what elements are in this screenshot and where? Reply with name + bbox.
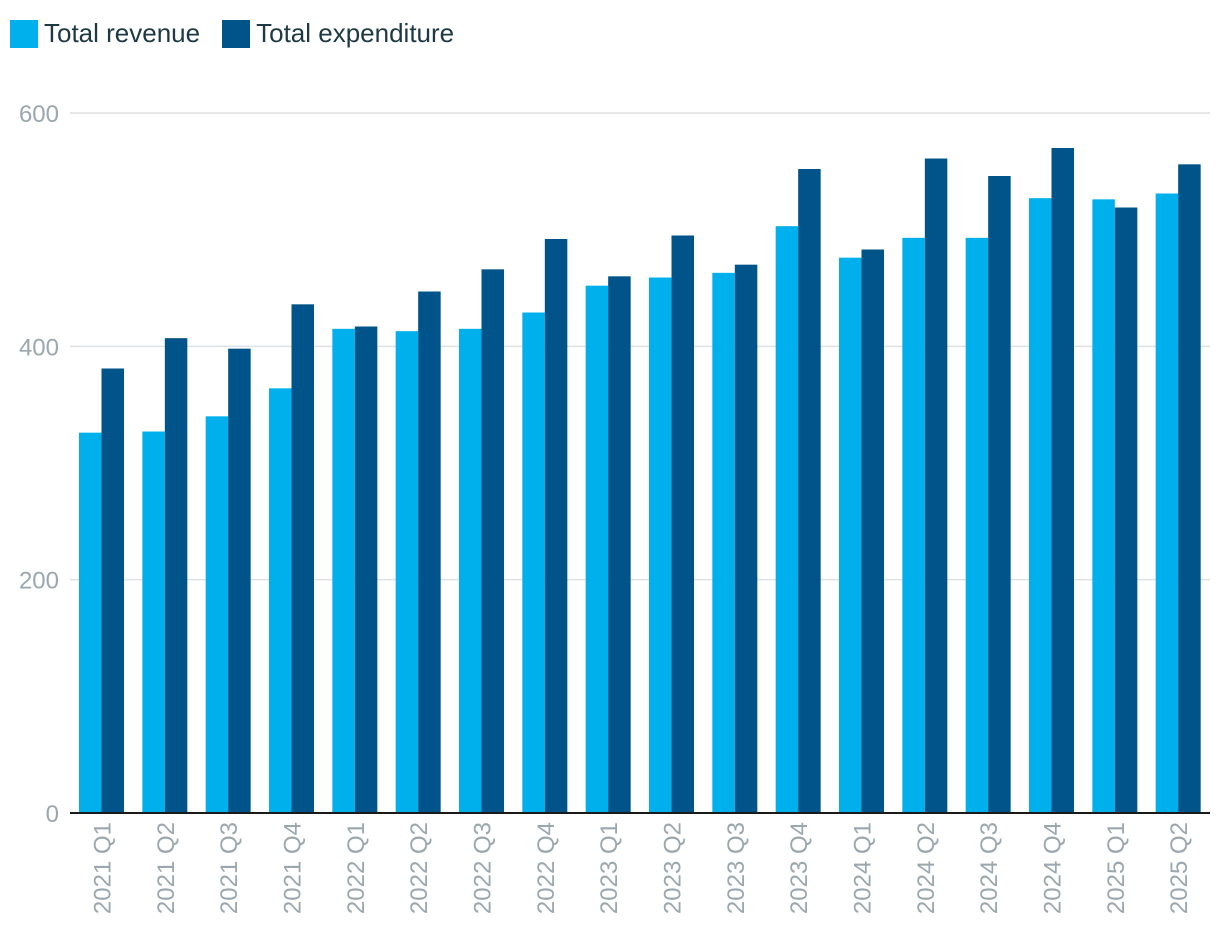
x-tick-label: 2021 Q3 (216, 822, 243, 914)
bar-expenditure-2022-q2[interactable] (418, 291, 441, 814)
x-axis: 2021 Q1 2021 Q2 2021 Q3 2021 Q4 2022 Q1 2022 … (70, 812, 1210, 914)
y-tick-label: 0 (46, 801, 59, 828)
bar-revenue-2025-q1[interactable] (1092, 199, 1115, 814)
x-tick-label: 2022 Q4 (533, 822, 560, 914)
bar-expenditure-2023-q4[interactable] (798, 169, 821, 813)
bar-expenditure-2021-q1[interactable] (101, 368, 125, 814)
x-tick-label: 2024 Q2 (913, 822, 940, 914)
x-tick-label: 2022 Q1 (343, 822, 370, 914)
bar-expenditure-2021-q2[interactable] (164, 338, 188, 813)
bar-expenditure-2024-q3[interactable] (988, 176, 1011, 813)
bar-revenue-2024-q4[interactable] (1029, 198, 1052, 813)
x-tick-label: 2023 Q4 (786, 822, 813, 914)
bar-expenditure-2022-q3[interactable] (481, 269, 505, 813)
bar-revenue-2023-q3[interactable] (712, 272, 735, 813)
bar-expenditure-2024-q4[interactable] (1051, 148, 1075, 813)
bar-expenditure-2024-q1[interactable] (861, 249, 885, 814)
bar-revenue-2023-q1[interactable] (585, 285, 609, 814)
legend-label-revenue: Total revenue (44, 18, 201, 48)
bar-revenue-2023-q4[interactable] (775, 226, 799, 813)
y-tick-label: 600 (19, 101, 59, 128)
bar-revenue-2022-q2[interactable] (395, 331, 419, 813)
bar-revenue-2024-q1[interactable] (839, 257, 862, 814)
bar-revenue-2021-q3[interactable] (205, 416, 229, 813)
x-tick-label: 2021 Q2 (153, 822, 180, 914)
bar-expenditure-2025-q1[interactable] (1114, 207, 1138, 814)
bar-expenditure-2023-q3[interactable] (734, 264, 758, 814)
x-tick-label: 2022 Q2 (406, 822, 433, 914)
x-tick-label: 2024 Q4 (1040, 822, 1067, 914)
bar-revenue-2021-q1[interactable] (79, 432, 102, 813)
bar-revenue-2025-q2[interactable] (1155, 193, 1179, 814)
x-tick-label: 2023 Q2 (660, 822, 687, 914)
x-tick-label: 2023 Q3 (723, 822, 750, 914)
bar-expenditure-2024-q2[interactable] (924, 158, 948, 814)
bar-revenue-2022-q1[interactable] (332, 328, 355, 813)
bar-revenue-2024-q2[interactable] (902, 237, 925, 814)
x-tick-label: 2022 Q3 (470, 822, 497, 914)
bar-revenue-2022-q3[interactable] (459, 328, 482, 813)
bar-revenue-2022-q4[interactable] (522, 312, 545, 814)
bar-expenditure-2021-q4[interactable] (291, 304, 315, 813)
x-tick-label: 2025 Q1 (1103, 822, 1130, 914)
bar-expenditure-2022-q4[interactable] (544, 239, 568, 813)
bar-expenditure-2023-q2[interactable] (671, 235, 695, 814)
bar-revenue-2021-q2[interactable] (142, 431, 165, 814)
x-tick-label: 2025 Q2 (1166, 822, 1193, 914)
bars (79, 148, 1201, 814)
bar-revenue-2023-q2[interactable] (649, 277, 672, 814)
legend: Total revenue Total expenditure (10, 18, 476, 49)
legend-swatch-expenditure (222, 19, 251, 48)
bar-expenditure-2021-q3[interactable] (228, 348, 251, 813)
bar-expenditure-2025-q2[interactable] (1178, 164, 1201, 814)
y-tick-label: 200 (19, 568, 59, 595)
x-tick-label: 2023 Q1 (596, 822, 623, 914)
x-tick-label: 2024 Q3 (976, 822, 1003, 914)
bar-expenditure-2022-q1[interactable] (354, 326, 378, 814)
bar-revenue-2024-q3[interactable] (965, 237, 989, 814)
x-tick-label: 2024 Q1 (850, 822, 877, 914)
y-tick-label: 400 (19, 334, 59, 361)
legend-item-expenditure[interactable]: Total expenditure (222, 18, 454, 49)
y-axis: 0 200 400 600 (19, 101, 59, 828)
legend-swatch-revenue (10, 19, 38, 48)
bar-expenditure-2023-q1[interactable] (608, 276, 631, 813)
x-tick-label: 2021 Q1 (90, 822, 117, 914)
legend-label-expenditure: Total expenditure (256, 18, 455, 48)
bar-revenue-2021-q4[interactable] (269, 388, 292, 813)
gridlines (70, 112, 1210, 581)
x-tick-label: 2021 Q4 (280, 822, 307, 914)
legend-item-revenue[interactable]: Total revenue (10, 18, 200, 49)
